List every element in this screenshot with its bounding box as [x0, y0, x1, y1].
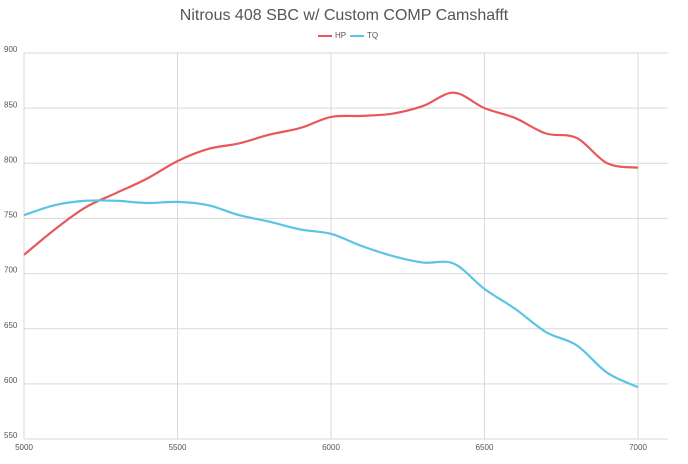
- x-tick-label: 5000: [15, 443, 33, 452]
- y-tick-label: 750: [4, 211, 18, 220]
- y-tick-label: 800: [4, 155, 18, 164]
- y-tick-label: 550: [4, 431, 18, 440]
- line-series: [23, 199, 639, 389]
- y-tick-label: 700: [4, 266, 18, 275]
- y-tick-label: 850: [4, 100, 18, 109]
- y-tick-label: 600: [4, 376, 18, 385]
- x-tick-label: 6500: [476, 443, 494, 452]
- legend-label: TQ: [367, 31, 378, 40]
- chart-title: Nitrous 408 SBC w/ Custom COMP Camshafft: [180, 7, 509, 24]
- y-tick-label: 900: [4, 45, 18, 54]
- x-tick-label: 7000: [629, 443, 647, 452]
- y-tick-label: 650: [4, 321, 18, 330]
- legend-label: HP: [335, 31, 346, 40]
- x-tick-label: 6000: [322, 443, 340, 452]
- line-series: [23, 91, 639, 256]
- x-tick-label: 5500: [169, 443, 187, 452]
